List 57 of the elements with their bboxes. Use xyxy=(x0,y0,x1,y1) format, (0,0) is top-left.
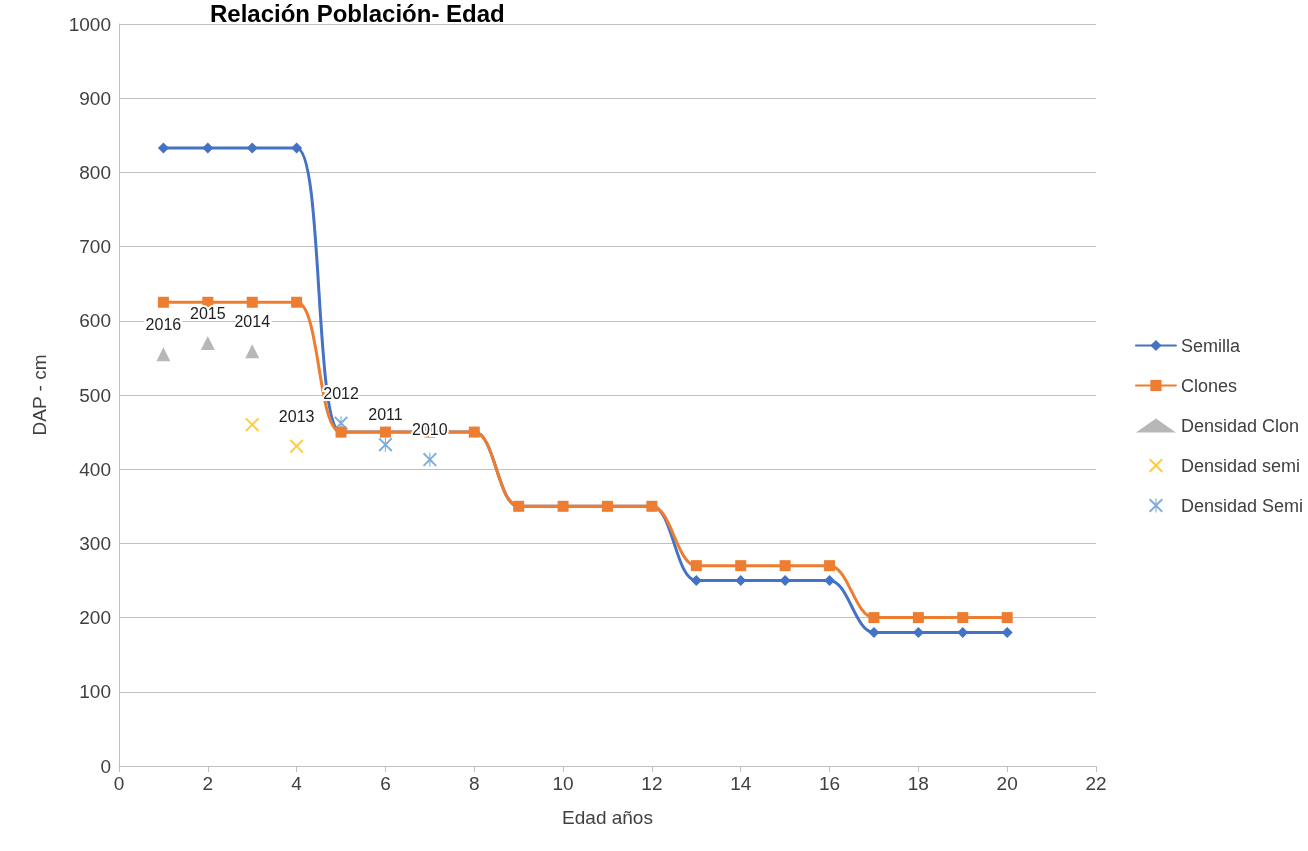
y-axis-title: DAP - cm xyxy=(29,354,50,436)
point xyxy=(690,575,702,586)
point xyxy=(245,417,260,432)
annotation: 2013 xyxy=(278,407,315,425)
point xyxy=(157,142,169,154)
y-tick-label: 200 xyxy=(79,607,111,629)
y-tick-label: 300 xyxy=(79,532,111,554)
point xyxy=(246,296,258,308)
legend-label: Clones xyxy=(1180,375,1237,396)
legend-label: Densidad Clon xyxy=(1180,415,1300,436)
legend-label: Densidad semi xyxy=(1180,455,1300,476)
x-tick-label: 2 xyxy=(202,773,214,794)
annotation: 2014 xyxy=(234,312,271,330)
point xyxy=(378,437,393,452)
point xyxy=(735,560,747,572)
y-tick-label: 100 xyxy=(79,681,111,703)
x-tick-label: 8 xyxy=(468,773,480,794)
annotation: 2015 xyxy=(190,304,226,322)
point xyxy=(1001,612,1013,624)
point xyxy=(824,560,836,572)
point xyxy=(291,296,303,308)
legend-label: Semilla xyxy=(1180,335,1241,356)
x-tick-label: 22 xyxy=(1085,773,1107,794)
y-tick-label: 600 xyxy=(79,310,111,332)
x-tick-label: 10 xyxy=(552,773,574,794)
point xyxy=(291,142,303,154)
point xyxy=(690,560,702,572)
chart-title: Relación Población- Edad xyxy=(210,0,505,27)
point xyxy=(912,612,924,624)
y-tick-label: 800 xyxy=(79,161,111,183)
x-tick-label: 16 xyxy=(818,773,841,794)
y-tick-label: 400 xyxy=(79,458,111,480)
point xyxy=(868,612,880,624)
x-tick-label: 0 xyxy=(113,773,125,794)
point xyxy=(957,612,969,624)
y-tick-label: 500 xyxy=(79,384,111,406)
point xyxy=(157,296,169,308)
y-tick-label: 700 xyxy=(79,236,111,258)
x-tick-label: 20 xyxy=(996,773,1018,794)
point xyxy=(245,344,260,359)
y-tick-label: 900 xyxy=(79,87,111,109)
point xyxy=(289,439,304,454)
point xyxy=(156,347,171,362)
point xyxy=(200,336,215,351)
point xyxy=(824,575,836,586)
y-tick-label: 1000 xyxy=(68,13,111,35)
x-tick-label: 18 xyxy=(907,773,929,794)
legend-label: Densidad Semi xyxy=(1180,495,1303,516)
annotation: 2011 xyxy=(368,406,403,424)
x-tick-label: 4 xyxy=(291,773,303,794)
y-tick-label: 0 xyxy=(100,755,111,777)
x-axis-title: Edad años xyxy=(562,807,653,828)
annotation: 2016 xyxy=(145,315,182,333)
x-tick-label: 6 xyxy=(380,773,391,794)
x-tick-label: 14 xyxy=(730,773,752,794)
x-tick-label: 12 xyxy=(641,773,663,794)
point xyxy=(779,560,791,572)
